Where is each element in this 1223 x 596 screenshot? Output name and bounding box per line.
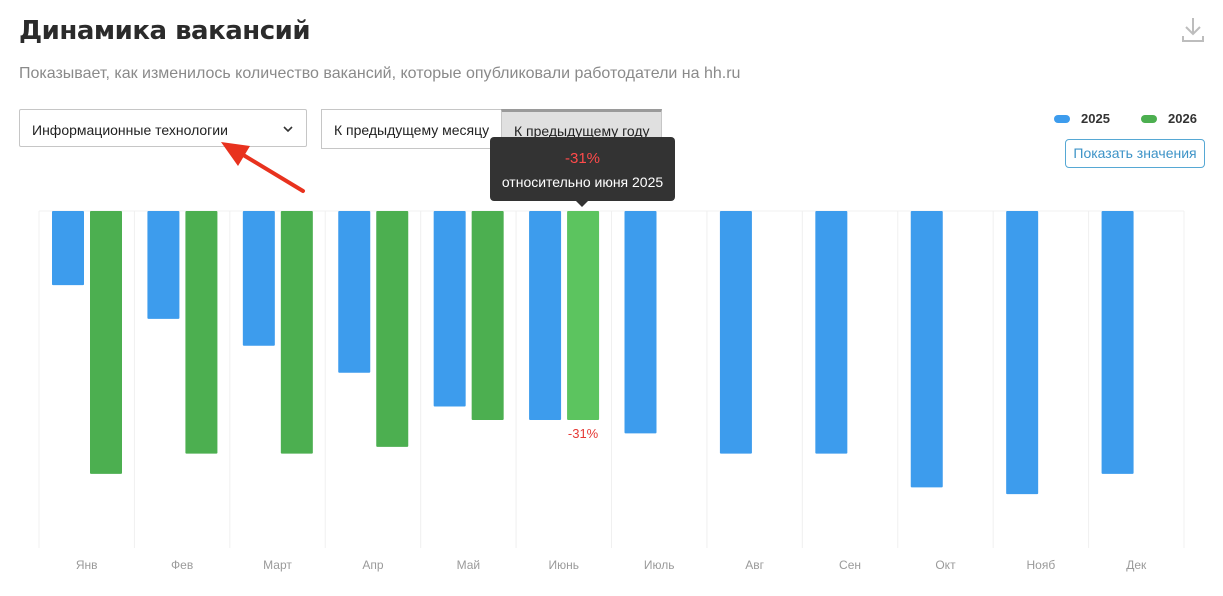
- x-tick-label: Сен: [839, 558, 861, 572]
- x-tick-label: Окт: [935, 558, 956, 572]
- legend-swatch-2026: [1141, 115, 1157, 123]
- page-title: Динамика вакансий: [19, 16, 311, 46]
- chevron-down-icon: [283, 126, 293, 133]
- x-tick-label: Авг: [745, 558, 764, 572]
- compare-month-button[interactable]: К предыдущему месяцу: [321, 109, 502, 149]
- industry-select[interactable]: Информационные технологии: [19, 109, 307, 147]
- download-icon[interactable]: [1180, 16, 1206, 44]
- bar-2025-Июль[interactable]: [624, 211, 657, 434]
- bar-2026-Март[interactable]: [280, 211, 313, 454]
- bar-2026-Июнь[interactable]: [567, 211, 600, 420]
- bar-2026-Фев[interactable]: [185, 211, 218, 454]
- bar-2026-Апр[interactable]: [376, 211, 409, 447]
- legend-label-2026: 2026: [1168, 111, 1197, 126]
- bar-2025-Июнь[interactable]: [529, 211, 562, 420]
- industry-select-value: Информационные технологии: [32, 122, 228, 138]
- tooltip-description: относительно июня 2025: [501, 174, 664, 190]
- bar-2025-Фев[interactable]: [147, 211, 180, 319]
- page-subtitle: Показывает, как изменилось количество ва…: [19, 65, 741, 82]
- bar-2025-Дек[interactable]: [1101, 211, 1134, 474]
- legend-label-2025: 2025: [1081, 111, 1110, 126]
- bar-2025-Авг[interactable]: [719, 211, 752, 454]
- chart-tooltip: -31% относительно июня 2025: [490, 137, 675, 207]
- x-tick-label: Май: [457, 558, 481, 572]
- x-tick-label: Март: [263, 558, 292, 572]
- bar-2025-Янв[interactable]: [52, 211, 84, 286]
- x-tick-label: Фев: [171, 558, 193, 572]
- x-tick-label: Нояб: [1027, 558, 1056, 572]
- bar-2025-Сен[interactable]: [815, 211, 848, 454]
- x-tick-label: Июнь: [549, 558, 580, 572]
- tooltip-pointer: [576, 201, 588, 207]
- bar-2026-Май[interactable]: [471, 211, 504, 420]
- bar-2025-Апр[interactable]: [338, 211, 371, 373]
- legend-swatch-2025: [1054, 115, 1070, 123]
- bar-2025-Май[interactable]: [433, 211, 466, 407]
- bar-2025-Окт[interactable]: [910, 211, 943, 488]
- x-tick-label: Дек: [1126, 558, 1147, 572]
- x-tick-label: Июль: [644, 558, 675, 572]
- x-tick-label: Янв: [76, 558, 98, 572]
- compare-month-label: К предыдущему месяцу: [334, 122, 490, 138]
- bar-2025-Март[interactable]: [242, 211, 275, 346]
- compare-year-label: К предыдущему году: [514, 123, 650, 139]
- x-tick-label: Апр: [362, 558, 384, 572]
- tooltip-value: -31%: [564, 150, 601, 167]
- bar-2026-Янв[interactable]: [90, 211, 122, 474]
- bar-2025-Нояб[interactable]: [1006, 211, 1039, 495]
- bar-value-label: -31%: [568, 426, 599, 441]
- show-values-button[interactable]: Показать значения: [1065, 139, 1205, 168]
